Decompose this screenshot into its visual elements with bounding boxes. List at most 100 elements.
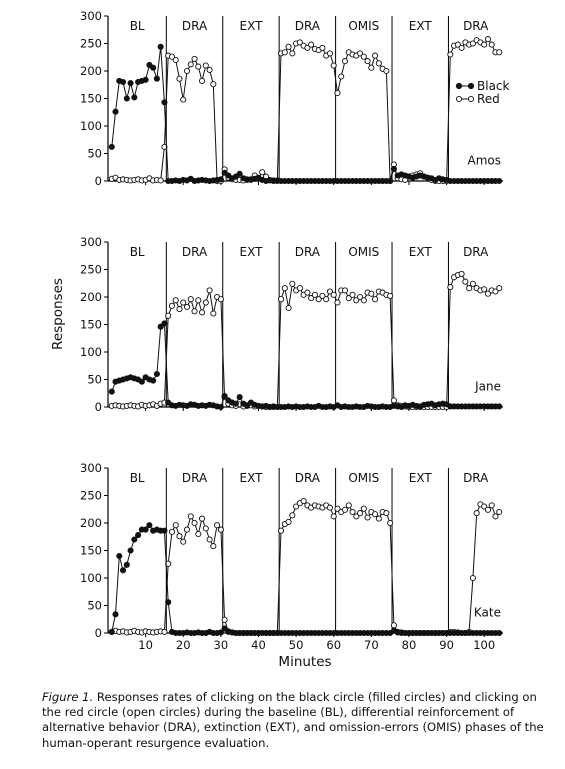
- jane-black-line: [111, 322, 500, 408]
- kate-black-point: [119, 567, 127, 574]
- jane-red-point: [368, 290, 375, 297]
- jane-red-point: [172, 297, 179, 304]
- amos-red-point: [364, 58, 371, 65]
- amos-red-point: [198, 77, 206, 84]
- kate-red-point: [285, 518, 292, 525]
- jane-red-point: [198, 309, 206, 316]
- kate-red-point: [372, 511, 379, 518]
- amos-black-point: [150, 64, 157, 71]
- jane-phase-label: EXT: [239, 245, 263, 259]
- amos-black-point: [153, 75, 160, 82]
- amos-red-point: [360, 53, 367, 60]
- jane-red-point: [217, 296, 224, 303]
- jane-red-point: [183, 303, 191, 310]
- jane-red-point: [484, 290, 492, 297]
- amos-red-point: [481, 41, 488, 48]
- kate-black-point: [108, 628, 115, 635]
- amos-black-point: [131, 94, 138, 101]
- jane-y-tick-label: 300: [80, 235, 102, 249]
- amos-red-point: [341, 58, 349, 65]
- amos-red-point: [484, 36, 492, 43]
- kate-red-point: [345, 502, 352, 509]
- amos-red-point: [372, 52, 379, 59]
- kate-black-point: [112, 611, 119, 618]
- amos-red-point: [202, 62, 209, 69]
- jane-red-point: [187, 296, 194, 303]
- jane-red-point: [356, 293, 364, 301]
- jane-red-point: [387, 292, 394, 299]
- amos-y-tick-label: 50: [87, 147, 102, 161]
- jane-red-point: [466, 285, 473, 292]
- amos-red-point: [458, 44, 465, 51]
- jane-y-tick-label: 150: [80, 318, 102, 332]
- kate-red-point: [481, 503, 488, 510]
- amos-y-tick-label: 150: [80, 92, 102, 106]
- jane-red-point: [180, 299, 187, 306]
- jane-red-point: [349, 291, 356, 298]
- jane-phase-label: DRA: [295, 245, 321, 259]
- amos-phase-label: BL: [130, 19, 145, 33]
- amos-phase-label: OMIS: [348, 19, 379, 33]
- jane-red-point: [315, 296, 322, 303]
- amos-phase-label: EXT: [239, 19, 263, 33]
- amos-red-point: [330, 62, 337, 69]
- jane-phase-label: OMIS: [348, 245, 379, 259]
- kate-red-point: [383, 510, 390, 517]
- jane-black-point: [108, 388, 115, 395]
- kate-red-point: [390, 622, 397, 629]
- kate-red-point: [217, 526, 224, 533]
- jane-red-point: [326, 288, 334, 295]
- amos-red-point: [356, 50, 364, 57]
- kate-x-tick-label: 70: [364, 638, 379, 652]
- kate-red-point: [300, 497, 307, 505]
- amos-red-point: [157, 177, 164, 184]
- amos-red-point: [488, 41, 495, 48]
- kate-x-tick-label: 60: [326, 638, 341, 652]
- kate-y-tick-label: 300: [80, 461, 102, 475]
- jane-red-point: [285, 304, 292, 312]
- kate-red-point: [326, 504, 334, 511]
- kate-x-tick-label: 20: [176, 638, 191, 652]
- legend-red-marker: [467, 95, 475, 103]
- kate-red-point: [172, 522, 179, 529]
- amos-black-point: [390, 165, 397, 172]
- amos-black-point: [161, 99, 168, 106]
- jane-red-point: [390, 397, 397, 404]
- amos-red-point: [447, 51, 454, 58]
- kate-phase-label: BL: [130, 471, 145, 485]
- kate-red-point: [330, 513, 337, 520]
- kate-red-point: [334, 505, 341, 512]
- kate-red-point: [356, 510, 364, 517]
- amos-phase-label: DRA: [463, 19, 489, 33]
- amos-red-point: [375, 60, 382, 67]
- kate-red-point: [202, 525, 209, 532]
- amos-phase-label: DRA: [295, 19, 321, 33]
- jane-red-point: [330, 291, 337, 298]
- kate-y-tick-label: 50: [87, 599, 102, 613]
- amos-y-tick-label: 200: [80, 64, 102, 78]
- kate-red-point: [496, 508, 503, 516]
- kate-phase-label: EXT: [239, 471, 263, 485]
- amos-red-point: [172, 56, 179, 64]
- amos-red-point: [289, 50, 296, 57]
- amos-red-point: [454, 41, 461, 48]
- kate-red-point: [187, 513, 194, 520]
- amos-black-point: [496, 177, 503, 185]
- kate-y-tick-label: 200: [80, 516, 102, 530]
- amos-red-point: [195, 63, 202, 70]
- amos-red-point: [368, 64, 375, 71]
- legend-red-marker: [455, 95, 463, 103]
- legend-black-label: Black: [477, 79, 510, 93]
- jane-red-point: [296, 285, 303, 292]
- kate-black-point: [146, 522, 153, 529]
- jane-black-point: [217, 403, 224, 411]
- jane-y-tick-label: 0: [95, 400, 102, 414]
- amos-black-point: [112, 108, 119, 115]
- caption-label: Figure 1.: [42, 690, 94, 704]
- kate-red-point: [176, 533, 183, 540]
- jane-red-point: [195, 297, 202, 304]
- jane-black-point: [221, 392, 228, 400]
- jane-red-point: [469, 280, 476, 287]
- jane-red-point: [191, 308, 198, 315]
